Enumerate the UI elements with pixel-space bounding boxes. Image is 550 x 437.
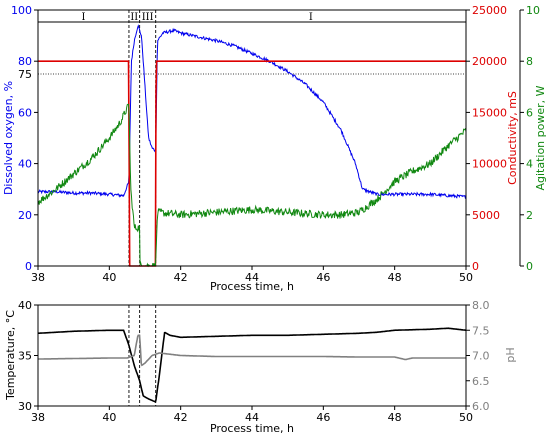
series-line	[38, 60, 466, 267]
series-line	[37, 327, 467, 403]
x-tick-label: 48	[388, 271, 402, 284]
bottom-y-left-ticks: 30 35 40	[18, 299, 38, 413]
y-tick-label: 8.0	[472, 299, 490, 312]
y-tick-label: 6.5	[472, 375, 490, 388]
x-tick-label: 40	[102, 411, 116, 424]
y-tick-label: 5000	[472, 209, 500, 222]
top-y-right1-axis-label: Conductivity, mS	[506, 91, 519, 185]
top-plot-frame	[37, 9, 467, 267]
bottom-chart: 38 40 42 44 46 48 50 30 35 40 6.0 6.5 7.0 7.5 8.0 Pr…	[4, 299, 517, 435]
top-y-right2-axis-label: Agitation power, W	[534, 85, 547, 190]
y-tick-label: 35	[18, 350, 32, 363]
x-tick-label: 38	[31, 271, 45, 284]
y-tick-label: 100	[11, 4, 32, 17]
top-x-ticks: 38 40 42 44 46 48 50	[31, 266, 473, 284]
y-tick-label: 0	[472, 260, 479, 273]
top-y-left-ticks: 0 20 40 60 80 100 75	[11, 4, 38, 273]
bottom-y-left-axis-label: Temperature, °C	[4, 310, 17, 401]
bottom-x-ticks: 38 40 42 44 46 48 50	[31, 406, 473, 424]
top-y-left-axis-label: Dissolved oxygen, %	[2, 81, 15, 195]
y-tick-label: 40	[18, 299, 32, 312]
x-tick-label: 46	[316, 271, 330, 284]
bottom-phase-separators	[128, 305, 157, 406]
x-tick-label: 44	[245, 271, 259, 284]
x-tick-label: 46	[316, 411, 330, 424]
x-tick-label: 50	[459, 271, 473, 284]
series-line	[38, 334, 466, 367]
y-tick-label: 30	[18, 400, 32, 413]
bottom-y-right-axis-label: pH	[504, 347, 517, 362]
top-y-right2-ticks: 0 2 4 6 8 10	[519, 4, 540, 273]
y-tick-label: 40	[18, 158, 32, 171]
y-tick-label: 0	[25, 260, 32, 273]
y-tick-label: 7.5	[472, 324, 490, 337]
y-tick-label: 20	[18, 209, 32, 222]
bottom-x-axis-label: Process time, h	[210, 422, 294, 435]
x-tick-label: 42	[174, 271, 188, 284]
top-phase-separators: I II III I	[38, 10, 466, 266]
y-tick-label: 7.0	[472, 350, 490, 363]
reference-line-label: 75	[18, 68, 32, 81]
y-tick-label: 60	[18, 106, 32, 119]
y-tick-label: 2	[526, 209, 533, 222]
bottom-series	[37, 327, 467, 403]
y-tick-label: 10000	[472, 158, 507, 171]
x-tick-label: 42	[174, 411, 188, 424]
phase-label: II	[130, 12, 138, 23]
y-tick-label: 15000	[472, 106, 507, 119]
series-line	[37, 24, 467, 199]
y-tick-label: 6	[526, 106, 533, 119]
phase-label: III	[142, 12, 154, 23]
phase-label: I	[309, 12, 313, 23]
y-tick-label: 80	[18, 55, 32, 68]
series-line	[37, 103, 467, 268]
y-tick-label: 0	[526, 260, 533, 273]
phase-label: I	[81, 12, 85, 23]
top-y-right1-ticks: 0 5000 10000 15000 20000 25000	[465, 4, 507, 273]
bottom-plot-frame	[37, 304, 467, 407]
x-tick-label: 48	[388, 411, 402, 424]
y-tick-label: 8	[526, 55, 533, 68]
x-tick-label: 38	[31, 411, 45, 424]
top-x-axis-label: Process time, h	[210, 280, 294, 293]
y-tick-label: 25000	[472, 4, 507, 17]
x-tick-label: 44	[245, 411, 259, 424]
x-tick-label: 50	[459, 411, 473, 424]
y-tick-label: 6.0	[472, 400, 490, 413]
y-tick-label: 4	[526, 158, 533, 171]
x-tick-label: 40	[102, 271, 116, 284]
y-tick-label: 20000	[472, 55, 507, 68]
top-series	[37, 24, 467, 268]
y-tick-label: 10	[526, 4, 540, 17]
bottom-y-right-ticks: 6.0 6.5 7.0 7.5 8.0	[465, 299, 490, 413]
